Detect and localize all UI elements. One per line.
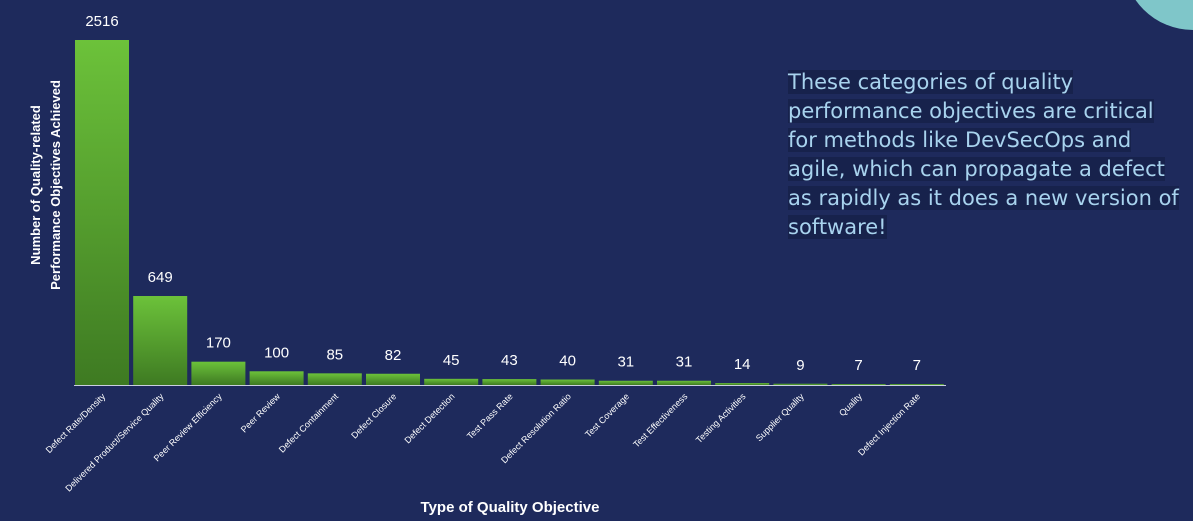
bar — [715, 383, 770, 385]
bar — [657, 380, 711, 385]
x-tick-label: Quality — [837, 391, 864, 418]
value-label: 40 — [559, 353, 576, 370]
value-label: 82 — [385, 347, 402, 364]
bar — [191, 361, 246, 385]
value-label: 31 — [676, 354, 693, 371]
y-axis-title: Number of Quality-related — [28, 105, 43, 265]
x-tick-label: Test Effectiveness — [631, 391, 690, 450]
value-label: 45 — [443, 352, 460, 369]
value-label: 170 — [206, 335, 231, 352]
bar — [831, 384, 886, 385]
value-label: 649 — [148, 269, 173, 286]
y-axis-title: Performance Objectives Achieved — [48, 80, 63, 290]
bar — [482, 379, 537, 385]
value-label: 2516 — [85, 13, 118, 30]
x-tick-label: Defect Containment — [277, 391, 341, 455]
value-label: 43 — [501, 352, 518, 369]
x-tick-label: Test Coverage — [583, 391, 631, 439]
bar — [366, 373, 420, 385]
x-tick-label: Defect Rate/Density — [44, 391, 108, 455]
x-axis-title: Type of Quality Objective — [421, 499, 600, 516]
bar — [424, 378, 479, 385]
value-label: 14 — [734, 356, 751, 373]
value-label: 7 — [913, 357, 921, 374]
value-label: 100 — [264, 344, 289, 361]
bar — [307, 373, 362, 385]
x-tick-label: Defect Detection — [402, 391, 456, 445]
x-tick-label: Test Pass Rate — [465, 391, 515, 441]
callout-line: agile, which can propagate a defect — [788, 157, 1165, 181]
bar — [773, 383, 828, 385]
bar — [598, 380, 653, 385]
x-tick-label: Supplier Quality — [754, 391, 806, 443]
x-tick-label: Delivered Product/Service Quality — [63, 391, 166, 494]
bar — [889, 384, 944, 385]
value-label: 31 — [617, 354, 634, 371]
callout: These categories of quality performance o… — [788, 68, 1188, 242]
decoration — [1135, 0, 1193, 30]
bar — [133, 296, 188, 385]
callout-line: as rapidly as it does a new version of — [788, 186, 1179, 210]
value-label: 85 — [326, 346, 343, 363]
bar — [249, 371, 304, 385]
callout-line: These categories of quality — [788, 70, 1074, 94]
callout-line: performance objectives are critical — [788, 99, 1154, 123]
callout-line: for methods like DevSecOps and — [788, 128, 1132, 152]
x-tick-label: Defect Injection Rate — [856, 391, 922, 457]
bar — [540, 379, 595, 385]
callout-line: software! — [788, 215, 887, 239]
x-tick-label: Peer Review Efficiency — [152, 391, 224, 463]
x-tick-label: Defect Closure — [349, 391, 398, 440]
value-label: 7 — [854, 357, 862, 374]
bar — [75, 40, 129, 385]
x-tick-label: Testing Activities — [694, 391, 748, 445]
value-label: 9 — [796, 357, 804, 374]
x-tick-label: Peer Review — [239, 391, 283, 435]
